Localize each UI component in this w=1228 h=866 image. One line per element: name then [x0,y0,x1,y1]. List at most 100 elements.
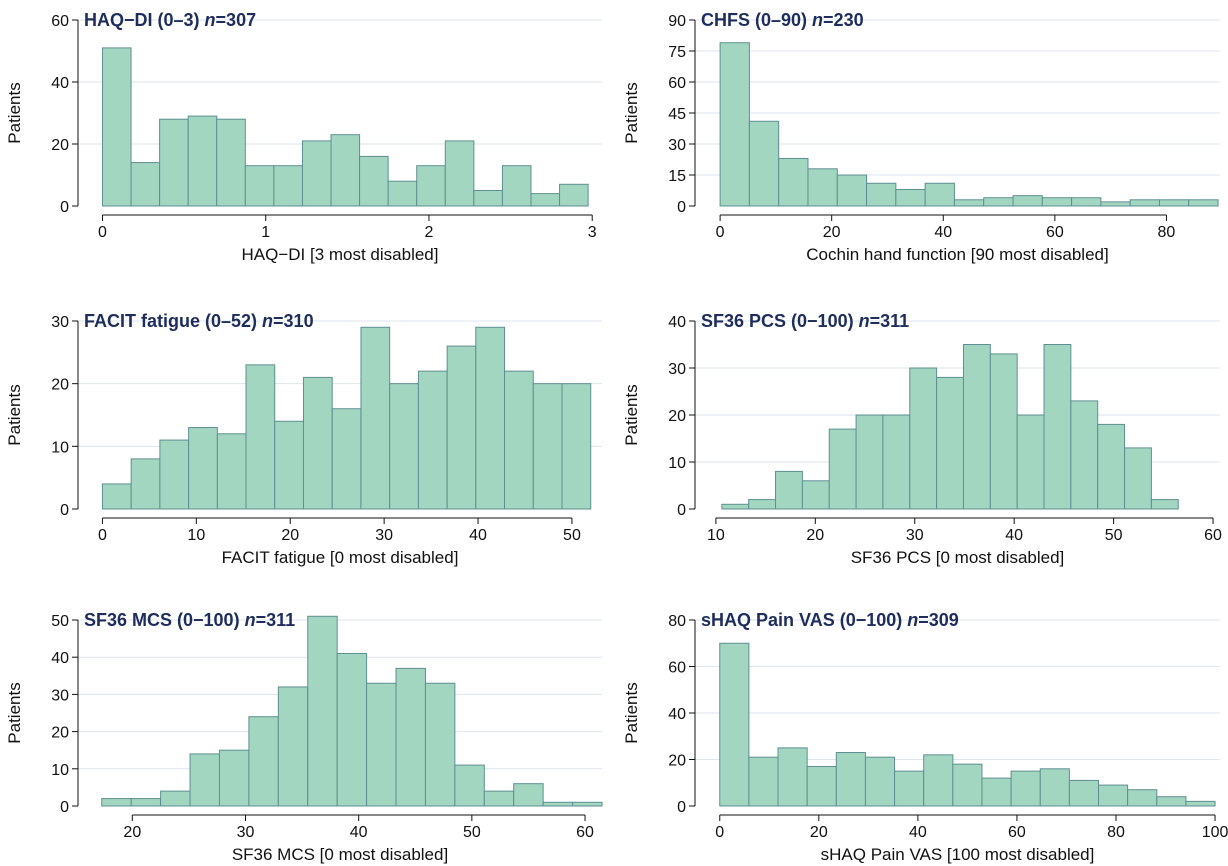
x-tick-label: 100 [1202,824,1228,841]
x-tick-label: 0 [716,224,725,241]
x-tick-label: 40 [469,527,487,544]
histogram-bar [159,439,190,510]
panel-title-n-symbol: n [262,311,273,331]
histogram-bar [721,503,750,510]
y-tick-label: 20 [668,753,686,770]
histogram-bar [130,162,161,207]
histogram-bar [864,756,896,807]
histogram-bar [561,383,592,510]
histogram-bar [1098,784,1129,807]
x-tick-label: 40 [934,224,952,241]
x-tick-label: 20 [823,224,841,241]
x-tick-label: 10 [187,527,205,544]
histogram-bar [360,326,391,510]
y-tick-label: 10 [51,439,69,456]
y-tick-label: 10 [51,762,69,779]
histogram-bar [216,433,247,510]
histogram-bar [1010,770,1041,807]
x-tick-label: 30 [375,527,393,544]
histogram-bar [1071,197,1102,207]
histogram-bar [101,483,132,510]
histogram-bar [336,652,368,807]
histogram-bar [245,364,276,510]
panel-title-text: SF36 PCS (0−100) [701,311,859,331]
panel-title: CHFS (0–90) n=230 [701,10,864,30]
histogram-bar [962,344,991,510]
histogram-bar [218,749,250,807]
panel-title: SF36 MCS (0−100) n=311 [84,610,295,630]
histogram-bar [989,353,1018,510]
x-tick-label: 3 [588,224,597,241]
y-tick-label: 15 [668,168,686,185]
histogram-bar [855,414,884,510]
y-tick-label: 75 [668,44,686,61]
histogram-bar [160,790,191,807]
y-tick-label: 0 [60,199,69,216]
histogram-bar [307,615,338,807]
panel-title-n-value: =311 [256,610,296,630]
histogram-bar [1097,423,1126,510]
histogram-bar [775,470,803,510]
histogram-bar [424,682,456,807]
histogram-bar [483,790,515,807]
x-tick-label: 80 [1107,824,1125,841]
histogram-bar [953,199,985,207]
x-tick-label: 80 [1158,224,1176,241]
histogram-bar [274,420,304,510]
y-tick-label: 30 [51,314,69,331]
histogram-bar [1016,414,1045,510]
panel-title-n-symbol: n [205,10,216,30]
histogram-bar [504,370,534,510]
histogram-bar [1068,779,1100,807]
panel-title-text: FACIT fatigue (0–52) [84,311,262,331]
histogram-bar [1185,800,1216,807]
y-tick-label: 0 [677,199,686,216]
histogram-bar [530,193,561,207]
histogram-bar [882,414,911,510]
y-tick-label: 40 [668,706,686,723]
y-tick-label: 10 [668,455,686,472]
histogram-bar [331,408,362,510]
histogram-bar [801,480,830,510]
y-tick-label: 40 [51,650,69,667]
histogram-bar [572,801,603,807]
panel-title-n-value: =309 [918,610,959,630]
histogram-bar [395,667,426,807]
y-tick-label: 80 [668,613,686,630]
x-tick-label: 30 [906,527,924,544]
panel-title-n-symbol: n [859,311,870,331]
x-tick-label: 60 [1204,527,1222,544]
y-tick-label: 0 [60,502,69,519]
histogram-bar [894,770,925,807]
y-tick-label: 20 [51,137,69,154]
x-axis-label: SF36 MCS [0 most disabled] [232,845,448,864]
histogram-bar [748,756,779,807]
x-tick-label: 60 [1046,224,1064,241]
histogram-bar [895,188,926,207]
y-axis-label: Patients [5,384,24,445]
histogram-bar [454,764,485,807]
x-tick-label: 40 [350,824,368,841]
x-tick-label: 30 [237,824,255,841]
histogram-bar [542,801,574,807]
panel-title-text: HAQ−DI (0–3) [84,10,205,30]
x-tick-label: 20 [281,527,299,544]
histogram-bar [273,165,303,207]
histogram-bar [923,754,954,807]
histogram-bar [101,798,132,807]
y-tick-label: 90 [668,13,686,30]
x-tick-label: 20 [123,824,141,841]
y-tick-label: 60 [668,660,686,677]
panel-title-n-symbol: n [812,10,823,30]
histogram-bar [277,686,309,807]
histogram-bar [936,376,964,510]
histogram-bar [330,134,361,207]
y-tick-label: 0 [677,799,686,816]
histogram-bar [828,428,857,510]
histogram-bar [248,716,279,807]
histogram-bar [952,763,983,807]
histogram-bar [366,682,397,807]
histogram-bar [130,798,162,807]
x-axis-label: Cochin hand function [90 most disabled] [806,245,1108,264]
